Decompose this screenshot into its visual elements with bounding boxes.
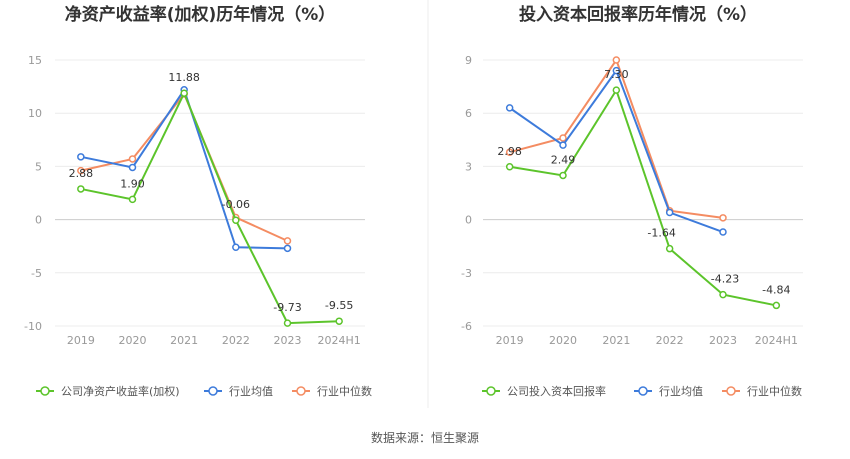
roic-series-line-industry_median	[509, 57, 724, 219]
data-source-note: 数据来源：恒生聚源	[371, 430, 479, 445]
roic-point-industry_median	[559, 134, 567, 142]
roic-data-label: 2.98	[497, 145, 522, 158]
roic-point-company	[665, 244, 674, 253]
roe-x-tick-label: 2021	[170, 334, 198, 347]
roic-point-industry_median	[612, 56, 621, 64]
roe-legend-label-industry_avg: 行业均值	[229, 385, 273, 398]
roic-point-industry_avg	[612, 66, 621, 75]
roe-point-company	[77, 185, 85, 193]
roe-x-tick-label: 2023	[274, 334, 302, 347]
roe-data-label: 11.88	[168, 71, 200, 84]
roic-chart: 投入资本回报率历年情况（%） -6 -3 0 3 6 9 2019 2020 2021 2022 20…	[461, 4, 803, 398]
roic-point-industry_median	[719, 214, 727, 222]
roe-point-industry_avg	[77, 153, 85, 161]
roe-data-label: -9.73	[273, 301, 301, 314]
roic-point-industry_avg	[559, 141, 567, 149]
roe-data-label: 2.88	[69, 167, 94, 180]
roic-point-industry_avg	[719, 228, 727, 236]
roe-x-tick-label: 2024H1	[318, 334, 361, 347]
roic-x-tick-label: 2023	[709, 334, 737, 347]
roe-legend-marker-industry_avg	[208, 386, 218, 396]
roic-data-label: 7.30	[604, 68, 629, 81]
roic-y-tick-label: 3	[465, 160, 472, 173]
roic-point-company	[612, 86, 621, 94]
roe-legend-label-industry_median: 行业中位数	[317, 384, 372, 398]
roic-data-label: -4.84	[762, 283, 790, 296]
roic-legend-item-industry_median: 行业中位数	[722, 384, 802, 398]
roe-point-company	[128, 195, 137, 204]
roic-legend-marker-industry_median	[726, 386, 736, 396]
roic-y-tick-label: 9	[465, 54, 472, 67]
roic-point-company	[772, 301, 781, 310]
roe-series-line-company	[80, 90, 340, 325]
roic-y-tick-label: 6	[465, 107, 472, 120]
roe-point-company	[283, 319, 292, 327]
roe-series-line-industry_median	[80, 92, 288, 242]
roe-point-industry_median	[283, 237, 292, 245]
roic-legend-label-industry_avg: 行业均值	[659, 385, 703, 398]
roe-point-company	[232, 216, 240, 224]
roe-y-tick-label: -10	[24, 320, 42, 333]
roic-series-line-industry_avg	[509, 68, 724, 233]
roe-x-tick-label: 2022	[222, 334, 250, 347]
roe-chart-title: 净资产收益率(加权)历年情况（%）	[65, 4, 336, 25]
roe-point-industry_avg	[128, 163, 137, 172]
roic-chart-title: 投入资本回报率历年情况（%）	[519, 4, 757, 25]
roic-legend-item-industry_avg: 行业均值	[634, 385, 703, 398]
roe-x-tick-label: 2020	[119, 334, 147, 347]
roic-x-tick-label: 2020	[549, 334, 577, 347]
roic-data-label: -4.23	[711, 273, 739, 286]
roic-x-tick-label: 2019	[496, 334, 524, 347]
roe-point-company	[335, 317, 343, 325]
roe-y-tick-label: 10	[28, 107, 42, 120]
roe-point-company	[180, 89, 188, 97]
roic-y-tick-label: -6	[461, 320, 472, 333]
roic-point-company	[505, 163, 514, 171]
roe-point-industry_avg	[232, 243, 240, 252]
roe-y-tick-label: 15	[28, 54, 42, 67]
roic-point-industry_avg	[665, 208, 674, 217]
roe-data-label: 1.90	[120, 177, 145, 190]
roe-legend-item-industry_avg: 行业均值	[204, 385, 273, 398]
roic-data-label: -1.64	[647, 227, 675, 240]
roic-legend-item-company: 公司投入资本回报率	[482, 384, 606, 398]
roic-legend-marker-industry_avg	[638, 386, 648, 396]
roe-point-industry_median	[128, 155, 137, 163]
roic-y-tick-label: -3	[461, 267, 472, 280]
roe-chart: 净资产收益率(加权)历年情况（%） -10 -5 0 5 10 15 2019 2020 2021…	[24, 4, 372, 398]
roic-point-industry_avg	[505, 104, 514, 112]
roe-point-industry_avg	[283, 244, 292, 253]
roic-series-line-company	[509, 87, 777, 307]
roic-x-tick-label: 2021	[602, 334, 630, 347]
roe-y-tick-label: 5	[35, 160, 42, 173]
roe-x-tick-label: 2019	[67, 334, 95, 347]
roe-data-label: -0.06	[222, 198, 250, 211]
roe-data-label: -9.55	[325, 299, 353, 312]
roe-legend-item-industry_median: 行业中位数	[292, 384, 372, 398]
roic-legend-marker-company	[486, 386, 496, 396]
roic-x-tick-label: 2024H1	[755, 334, 798, 347]
roe-legend-item-company: 公司净资产收益率(加权)	[36, 384, 180, 398]
roe-legend-label-company: 公司净资产收益率(加权)	[61, 384, 180, 398]
roe-y-tick-label: -5	[31, 267, 42, 280]
roic-point-industry_median	[505, 148, 514, 156]
roic-y-tick-label: 0	[465, 214, 472, 227]
roic-legend-label-industry_median: 行业中位数	[747, 384, 802, 398]
roe-legend-marker-company	[40, 386, 50, 396]
roe-point-industry_median	[77, 166, 85, 175]
roic-x-tick-label: 2022	[656, 334, 684, 347]
roic-data-label: 2.49	[551, 153, 576, 166]
roic-point-company	[719, 290, 727, 299]
roe-legend-marker-industry_median	[296, 386, 306, 396]
roe-y-tick-label: 0	[35, 214, 42, 227]
roic-point-company	[559, 171, 567, 180]
roic-legend-label-company: 公司投入资本回报率	[507, 384, 606, 398]
